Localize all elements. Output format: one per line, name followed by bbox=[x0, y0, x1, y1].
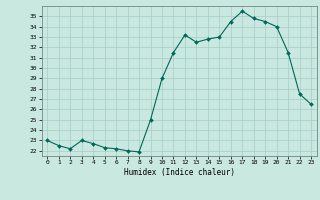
X-axis label: Humidex (Indice chaleur): Humidex (Indice chaleur) bbox=[124, 168, 235, 177]
